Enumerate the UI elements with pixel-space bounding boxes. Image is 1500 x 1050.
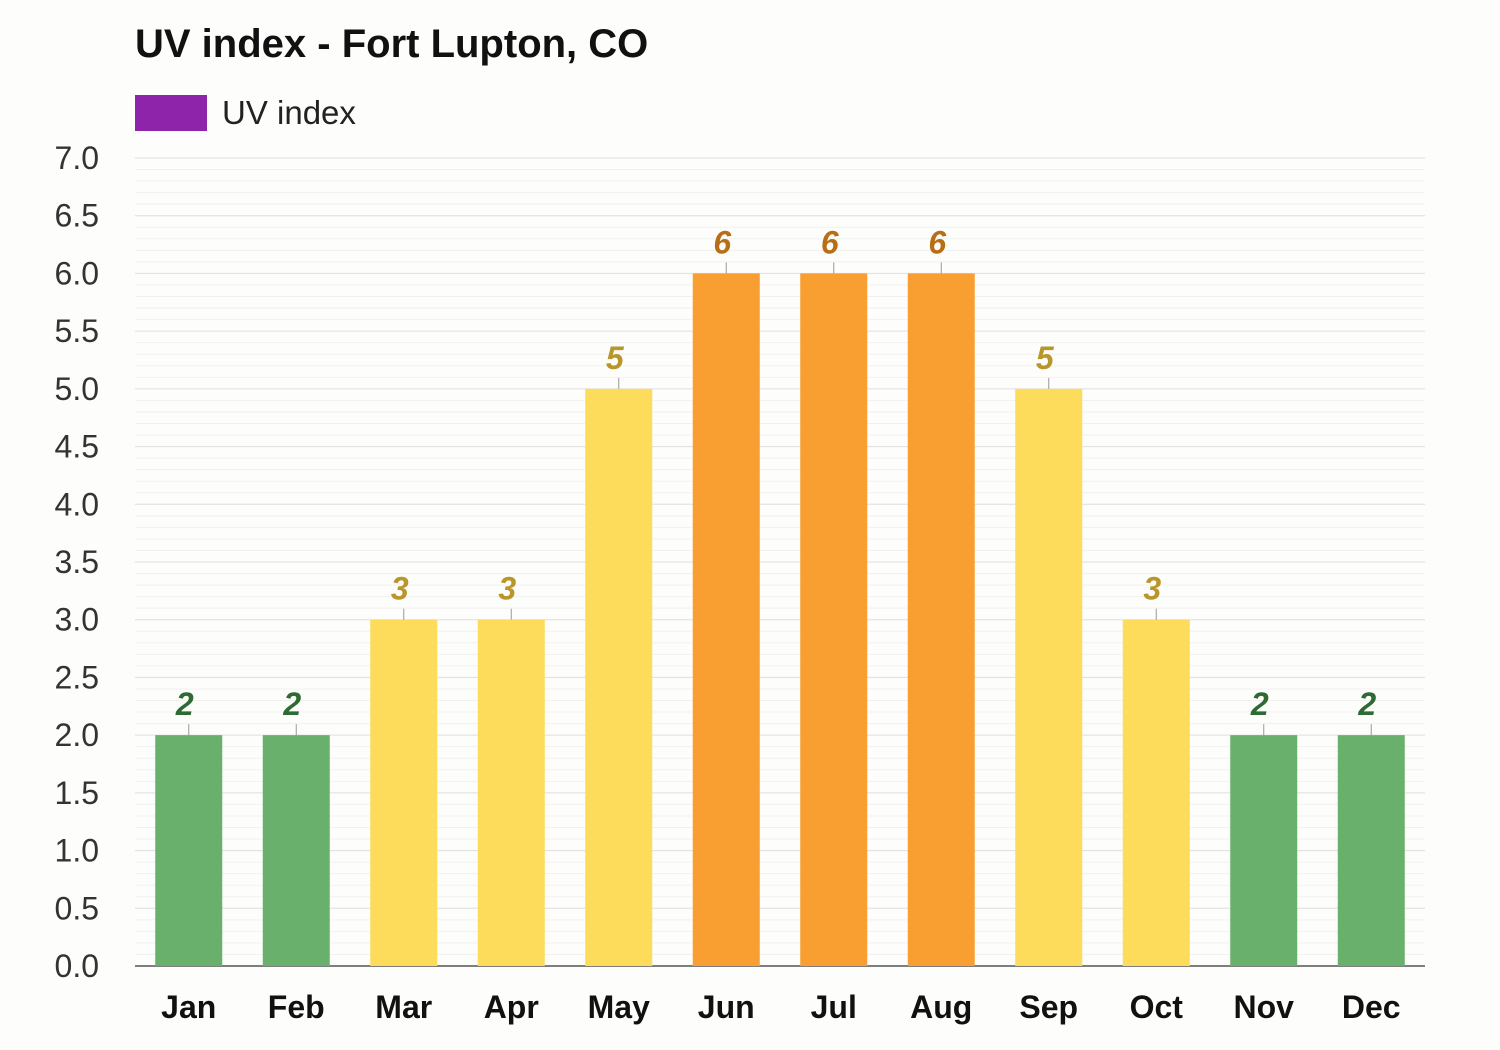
x-tick-label-jul: Jul bbox=[811, 989, 857, 1025]
data-label-jan: 2 bbox=[175, 686, 194, 722]
y-tick-label: 3.0 bbox=[55, 602, 99, 638]
bar-jan[interactable] bbox=[155, 735, 223, 966]
y-tick-label: 0.5 bbox=[55, 890, 99, 926]
bar-sep[interactable] bbox=[1015, 388, 1083, 966]
bar-may[interactable] bbox=[585, 388, 653, 966]
x-tick-label-nov: Nov bbox=[1234, 989, 1295, 1025]
bar-mar[interactable] bbox=[370, 619, 438, 966]
data-labels: 2 2 3 3 5 6 6 6 5 3 2 2 bbox=[175, 224, 1376, 736]
y-tick-label: 5.5 bbox=[55, 313, 99, 349]
y-tick-label: 1.5 bbox=[55, 775, 99, 811]
data-label-apr: 3 bbox=[498, 571, 516, 607]
x-tick-label-sep: Sep bbox=[1019, 989, 1078, 1025]
data-label-sep: 5 bbox=[1036, 340, 1055, 376]
data-label-mar: 3 bbox=[391, 571, 409, 607]
data-label-jun: 6 bbox=[713, 224, 731, 260]
data-label-oct: 3 bbox=[1143, 571, 1161, 607]
y-tick-label: 4.0 bbox=[55, 486, 99, 522]
category-labels: Jan Feb Mar Apr May Jun Jul Aug Sep Oct Nov Dec bbox=[161, 989, 1400, 1025]
bar-jun[interactable] bbox=[692, 273, 760, 966]
y-tick-label: 3.5 bbox=[55, 544, 99, 580]
x-tick-label-mar: Mar bbox=[375, 989, 432, 1025]
y-tick-label: 6.5 bbox=[55, 198, 99, 234]
y-tick-label: 0.0 bbox=[55, 948, 99, 984]
bar-nov[interactable] bbox=[1230, 735, 1298, 966]
data-label-feb: 2 bbox=[282, 686, 301, 722]
y-tick-label: 1.0 bbox=[55, 833, 99, 869]
x-tick-label-jun: Jun bbox=[698, 989, 755, 1025]
bar-jul[interactable] bbox=[800, 273, 868, 966]
data-label-jul: 6 bbox=[821, 224, 839, 260]
legend-swatch bbox=[135, 95, 207, 131]
x-tick-label-apr: Apr bbox=[484, 989, 539, 1025]
y-tick-label: 4.5 bbox=[55, 429, 99, 465]
y-tick-label: 2.5 bbox=[55, 659, 99, 695]
bar-aug[interactable] bbox=[907, 273, 975, 966]
x-tick-label-dec: Dec bbox=[1342, 989, 1401, 1025]
x-tick-label-jan: Jan bbox=[161, 989, 216, 1025]
x-tick-label-feb: Feb bbox=[268, 989, 325, 1025]
bars bbox=[155, 273, 1405, 966]
chart-legend: UV index bbox=[135, 94, 356, 132]
legend-label: UV index bbox=[222, 94, 356, 131]
x-tick-label-aug: Aug bbox=[910, 989, 972, 1025]
data-label-may: 5 bbox=[606, 340, 625, 376]
y-tick-label: 7.0 bbox=[55, 140, 99, 176]
y-tick-label: 5.0 bbox=[55, 371, 99, 407]
y-tick-label: 2.0 bbox=[55, 717, 99, 753]
axes: 0.0 0.5 1.0 1.5 2.0 2.5 3.0 3.5 4.0 4.5 5.0 5.5 6.0 6… bbox=[55, 140, 1425, 984]
bar-dec[interactable] bbox=[1337, 735, 1405, 966]
grid-lines bbox=[135, 157, 1425, 955]
bar-oct[interactable] bbox=[1122, 619, 1190, 966]
bar-apr[interactable] bbox=[477, 619, 545, 966]
bar-feb[interactable] bbox=[262, 735, 330, 966]
x-tick-label-oct: Oct bbox=[1130, 989, 1184, 1025]
data-label-aug: 6 bbox=[928, 224, 946, 260]
chart-title: UV index - Fort Lupton, CO bbox=[135, 22, 649, 66]
data-label-nov: 2 bbox=[1250, 686, 1269, 722]
y-tick-label: 6.0 bbox=[55, 255, 99, 291]
data-label-dec: 2 bbox=[1357, 686, 1376, 722]
x-tick-label-may: May bbox=[588, 989, 650, 1025]
